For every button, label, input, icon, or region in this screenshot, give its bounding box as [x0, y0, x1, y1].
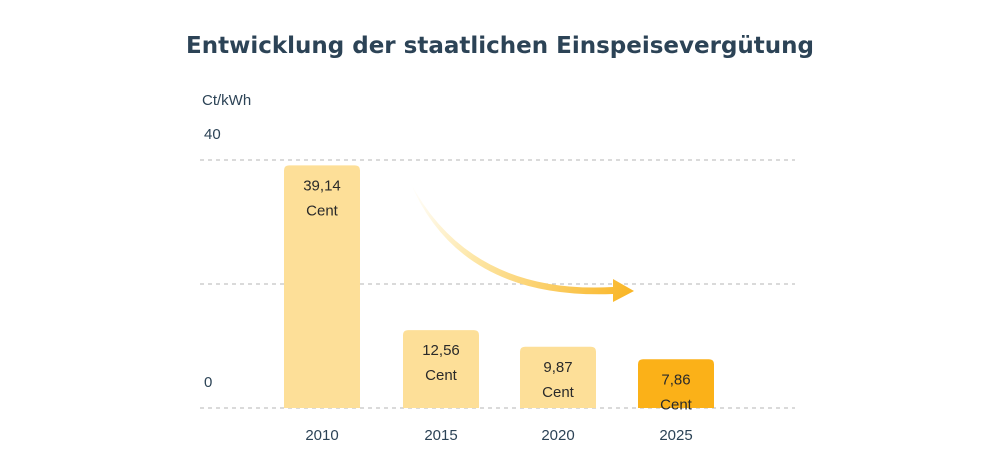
x-tick-labels: 2010 2015 2020 2025 [305, 427, 692, 444]
data-label-unit: Cent [660, 396, 693, 413]
x-tick-label: 2025 [659, 427, 692, 444]
data-labels: 39,14 Cent 12,56 Cent 9,87 Cent 7,86 Cent [303, 177, 692, 413]
y-tick-labels: 0 40 [204, 126, 221, 391]
y-axis-label: Ct/kWh [202, 92, 251, 109]
chart-title: Entwicklung der staatlichen Einspeisever… [186, 33, 814, 59]
bar-2025 [638, 359, 714, 408]
x-tick-label: 2015 [424, 427, 457, 444]
bars [284, 165, 714, 408]
x-tick-label: 2010 [305, 427, 338, 444]
data-label-value: 7,86 [661, 371, 690, 388]
data-label-value: 39,14 [303, 177, 341, 194]
bar-2010 [284, 165, 360, 408]
y-tick-label: 40 [204, 126, 221, 143]
data-label-value: 12,56 [422, 342, 460, 359]
y-tick-label: 0 [204, 374, 212, 391]
data-label-unit: Cent [542, 384, 575, 401]
data-label-value: 9,87 [543, 359, 572, 376]
bar-2020 [520, 346, 596, 408]
bar-2015 [403, 330, 479, 408]
data-label-unit: Cent [425, 367, 458, 384]
trend-arrow-icon [410, 182, 634, 302]
x-tick-label: 2020 [541, 427, 574, 444]
data-label-unit: Cent [306, 202, 339, 219]
